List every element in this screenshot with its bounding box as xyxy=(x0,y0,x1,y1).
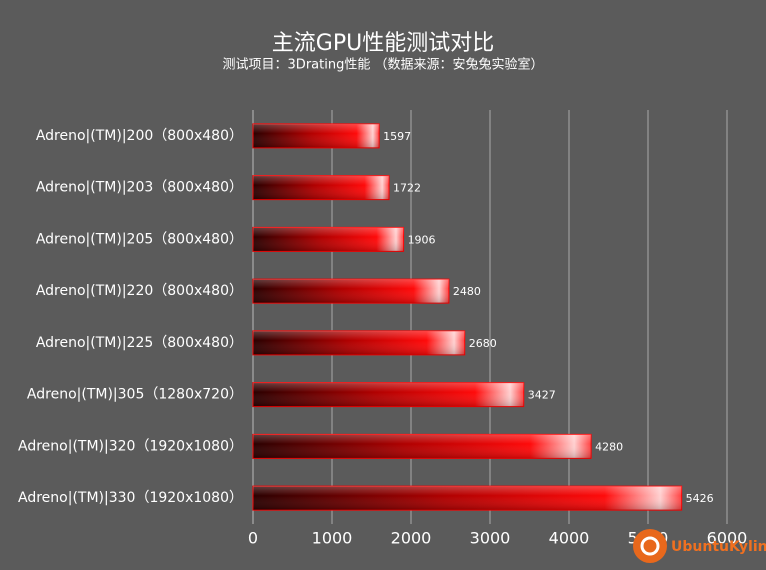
bar-shine xyxy=(253,175,390,200)
bar-shine xyxy=(253,382,524,407)
value-label: 4280 xyxy=(595,440,623,453)
bar-shine xyxy=(253,330,465,355)
y-tick-label: Adreno|(TM)|203（800x480） xyxy=(36,180,243,196)
value-label: 2680 xyxy=(469,337,497,350)
y-tick-label: Adreno|(TM)|205（800x480） xyxy=(36,231,243,247)
value-label: 5426 xyxy=(686,492,714,505)
bar-shine xyxy=(253,123,380,148)
watermark-logo xyxy=(633,529,667,563)
bar-shine xyxy=(253,486,682,511)
value-label: 1722 xyxy=(393,182,421,195)
y-tick-label: Adreno|(TM)|305（1280x720） xyxy=(27,387,243,403)
y-tick-label: Adreno|(TM)|225（800x480） xyxy=(36,335,243,351)
watermark-text: UbuntuKylin xyxy=(671,539,766,555)
y-tick-label: Adreno|(TM)|220（800x480） xyxy=(36,283,243,299)
chart-subtitle: 测试项目：3Drating性能 （数据来源：安兔兔实验室） xyxy=(223,57,544,73)
value-label: 1906 xyxy=(408,233,436,246)
x-tick-label: 4000 xyxy=(549,529,590,548)
x-tick-label: 0 xyxy=(248,529,258,548)
x-tick-label: 2000 xyxy=(391,529,432,548)
chart-title: 主流GPU性能测试对比 xyxy=(272,31,494,56)
y-tick-label: Adreno|(TM)|330（1920x1080） xyxy=(18,490,243,506)
value-label: 2480 xyxy=(453,285,481,298)
y-tick-label: Adreno|(TM)|200（800x480） xyxy=(36,128,243,144)
y-tick-label: Adreno|(TM)|320（1920x1080） xyxy=(18,438,243,454)
watermark-logo-ring xyxy=(640,536,660,556)
x-tick-label: 6000 xyxy=(707,529,748,548)
x-tick-label: 3000 xyxy=(470,529,511,548)
value-label: 1597 xyxy=(383,130,411,143)
bar-shine xyxy=(253,227,404,252)
bar-shine xyxy=(253,279,449,304)
value-label: 3427 xyxy=(528,389,556,402)
watermark: UbuntuKylin xyxy=(633,529,766,563)
x-tick-label: 1000 xyxy=(312,529,353,548)
bar-shine xyxy=(253,434,592,459)
